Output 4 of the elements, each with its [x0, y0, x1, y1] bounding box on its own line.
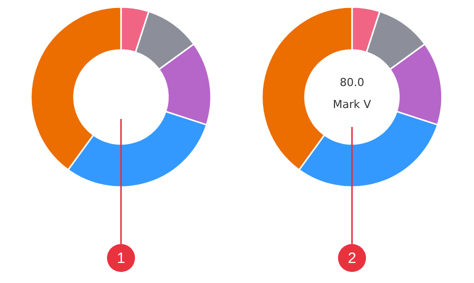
text: 1	[116, 250, 126, 267]
text: 2	[348, 250, 356, 267]
text: 80.0	[340, 76, 364, 89]
text: Mark V	[332, 98, 372, 111]
